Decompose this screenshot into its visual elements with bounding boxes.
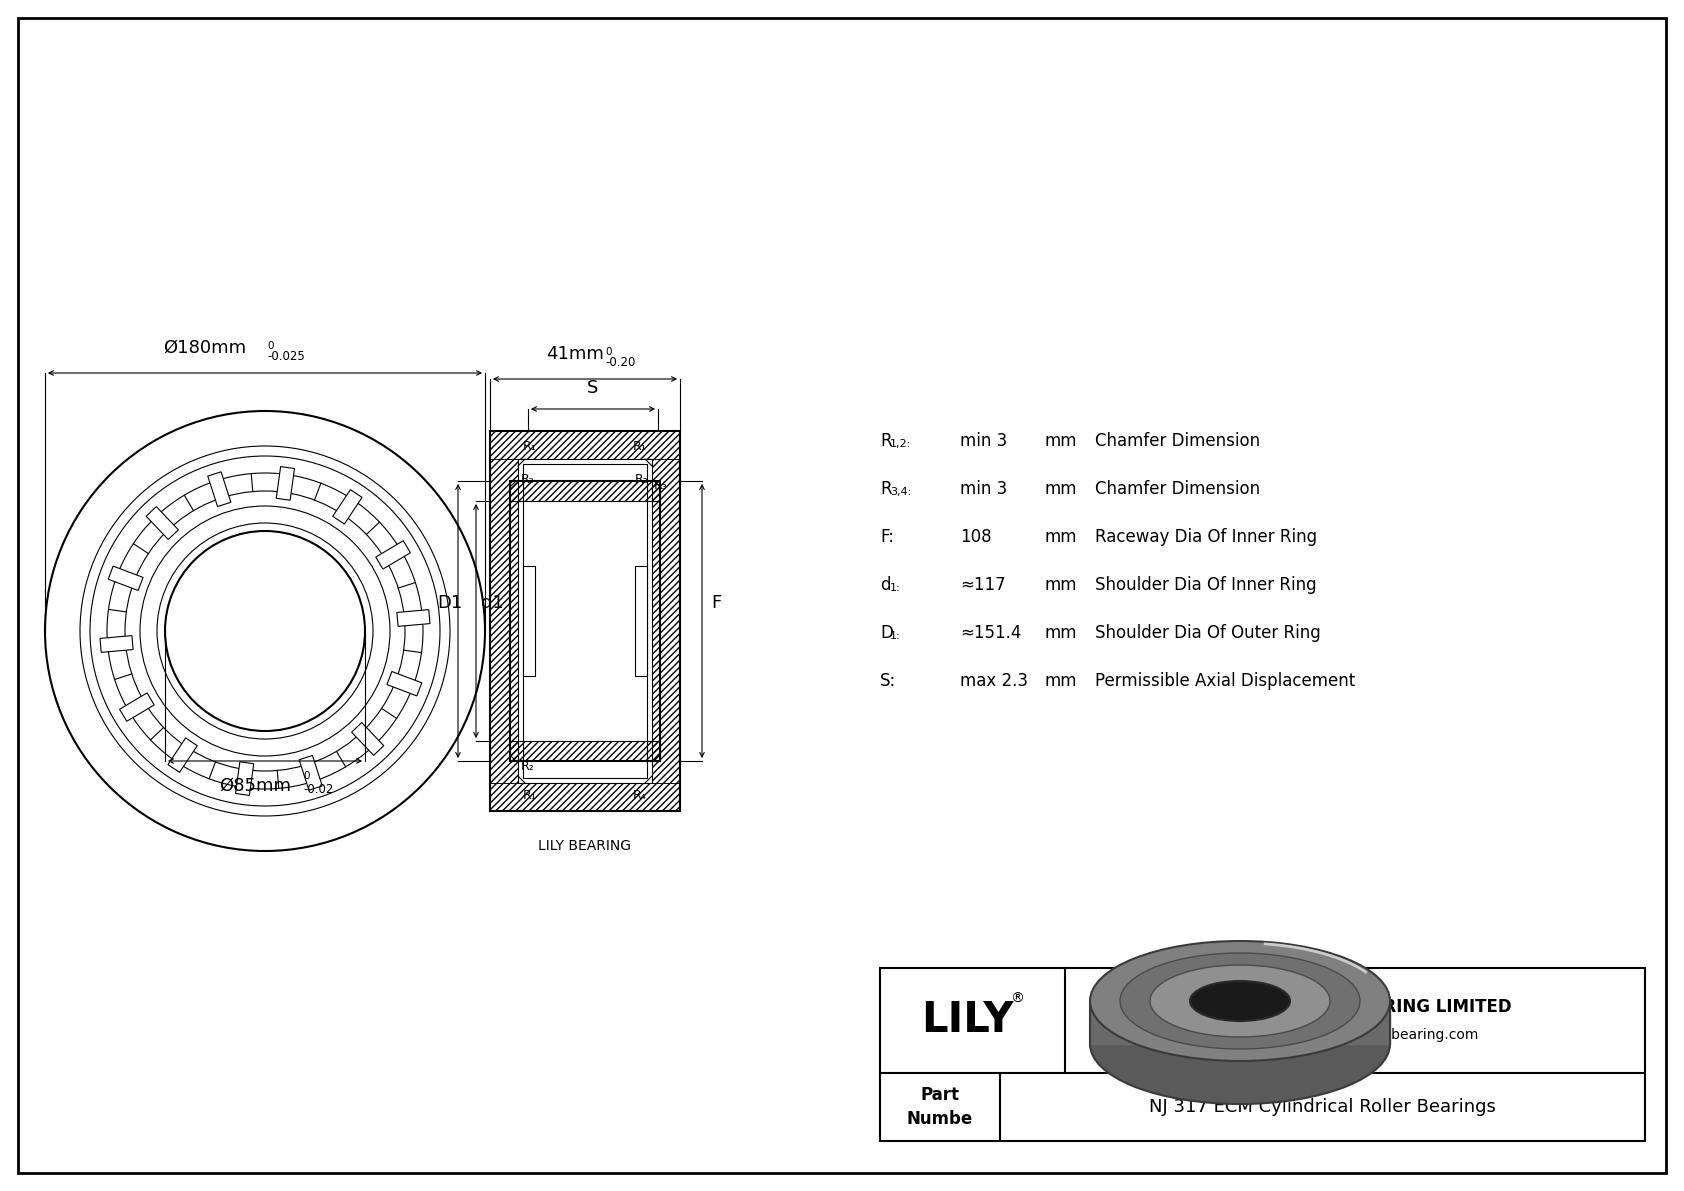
Bar [490, 431, 680, 459]
Bar [510, 741, 660, 761]
Ellipse shape [1090, 984, 1389, 1104]
Bar [376, 541, 411, 569]
Text: R₃: R₃ [653, 479, 669, 492]
Bar [108, 566, 143, 591]
Text: R: R [881, 432, 891, 450]
Text: 1,2:: 1,2: [891, 439, 911, 449]
Bar [147, 506, 179, 540]
Text: R₂: R₂ [635, 473, 648, 486]
Bar [510, 481, 660, 501]
Text: mm: mm [1046, 624, 1078, 642]
Ellipse shape [1090, 941, 1389, 1061]
Text: mm: mm [1046, 528, 1078, 545]
Bar [387, 672, 421, 696]
Text: -0.02: -0.02 [303, 782, 333, 796]
Text: ≈151.4: ≈151.4 [960, 624, 1022, 642]
Text: min 3: min 3 [960, 432, 1007, 450]
Text: mm: mm [1046, 576, 1078, 594]
Text: -0.025: -0.025 [268, 350, 305, 363]
Text: Chamfer Dimension: Chamfer Dimension [1095, 480, 1260, 498]
Bar [168, 738, 197, 772]
Text: ≈117: ≈117 [960, 576, 1005, 594]
Text: 0: 0 [605, 347, 611, 357]
Text: NJ 317 ECM Cylindrical Roller Bearings: NJ 317 ECM Cylindrical Roller Bearings [1148, 1098, 1495, 1116]
Text: D1: D1 [438, 594, 463, 612]
Text: F: F [711, 594, 721, 612]
Bar [524, 464, 647, 778]
Text: Ø85mm: Ø85mm [219, 777, 291, 796]
Text: mm: mm [1046, 432, 1078, 450]
Text: R₂: R₂ [520, 473, 536, 486]
Text: mm: mm [1046, 672, 1078, 690]
Text: R₂: R₂ [520, 760, 536, 773]
Text: Email: lilybearing@lily-bearing.com: Email: lilybearing@lily-bearing.com [1231, 1028, 1479, 1041]
Text: F:: F: [881, 528, 894, 545]
Text: mm: mm [1046, 480, 1078, 498]
Bar [352, 723, 384, 755]
Bar [120, 693, 155, 722]
Text: R₁: R₁ [633, 439, 647, 453]
Text: LILY: LILY [921, 999, 1014, 1041]
Text: R₁: R₁ [524, 439, 537, 453]
Text: R₄: R₄ [633, 788, 647, 802]
Text: S: S [588, 379, 600, 397]
Bar [397, 610, 429, 626]
Text: Part
Numbe: Part Numbe [908, 1086, 973, 1128]
Text: SHANGHAI LILY BEARING LIMITED: SHANGHAI LILY BEARING LIMITED [1199, 998, 1511, 1016]
Text: d1: d1 [480, 594, 504, 612]
Text: max 2.3: max 2.3 [960, 672, 1027, 690]
Bar [881, 968, 1645, 1141]
Bar [207, 472, 231, 506]
Text: R: R [881, 480, 891, 498]
Ellipse shape [1191, 981, 1290, 1021]
Text: D: D [881, 624, 893, 642]
Text: Permissible Axial Displacement: Permissible Axial Displacement [1095, 672, 1356, 690]
Text: 1:: 1: [891, 631, 901, 641]
Text: -0.20: -0.20 [605, 356, 635, 369]
Polygon shape [1090, 1000, 1389, 1045]
Text: min 3: min 3 [960, 480, 1007, 498]
Text: S:: S: [881, 672, 896, 690]
Bar [524, 566, 536, 676]
Ellipse shape [1150, 965, 1330, 1037]
Bar [236, 762, 254, 796]
Bar [490, 782, 680, 811]
Text: LILY BEARING: LILY BEARING [539, 838, 632, 853]
Bar [276, 467, 295, 500]
Bar [635, 566, 647, 676]
Bar [99, 636, 133, 653]
Text: 0: 0 [303, 771, 310, 781]
Text: 41mm: 41mm [546, 345, 605, 363]
Text: 0: 0 [268, 341, 273, 351]
Text: Ø180mm: Ø180mm [163, 339, 246, 357]
Text: Shoulder Dia Of Inner Ring: Shoulder Dia Of Inner Ring [1095, 576, 1317, 594]
Bar [333, 490, 362, 524]
Ellipse shape [1120, 953, 1361, 1049]
Bar [300, 755, 322, 790]
Text: Shoulder Dia Of Outer Ring: Shoulder Dia Of Outer Ring [1095, 624, 1320, 642]
Bar [490, 459, 519, 782]
Text: ®: ® [1010, 991, 1024, 1005]
Text: d: d [881, 576, 891, 594]
Text: 108: 108 [960, 528, 992, 545]
Text: R₁: R₁ [524, 788, 537, 802]
Text: 1:: 1: [891, 584, 901, 593]
Bar [652, 459, 680, 782]
Text: Raceway Dia Of Inner Ring: Raceway Dia Of Inner Ring [1095, 528, 1317, 545]
Text: 3,4:: 3,4: [891, 487, 911, 497]
Text: Chamfer Dimension: Chamfer Dimension [1095, 432, 1260, 450]
